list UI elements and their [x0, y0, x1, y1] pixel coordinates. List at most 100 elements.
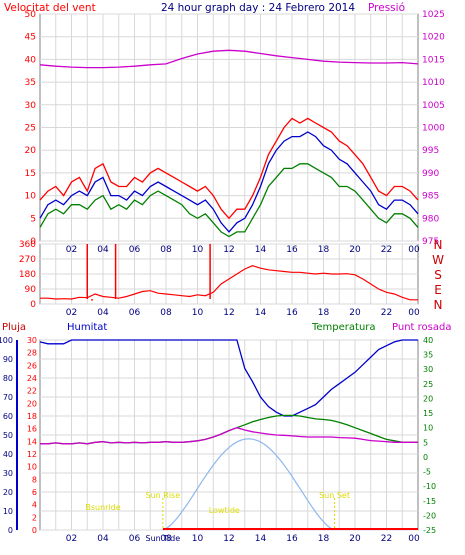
x-tick-label: 14	[255, 534, 267, 544]
pressure-tick: 995	[422, 146, 439, 156]
compass-label: N	[434, 298, 443, 312]
x-tick-label: 16	[286, 534, 298, 544]
x-tick-label: 06	[129, 245, 141, 255]
x-tick-label: 20	[349, 308, 361, 318]
x-tick-label: 16	[286, 308, 298, 318]
wind-speed-tick: 20	[25, 146, 37, 156]
x-tick-label: 14	[255, 308, 267, 318]
humidity-tick: 100	[0, 336, 13, 345]
pressure-tick: 1010	[422, 78, 445, 88]
humidity-tick: 0	[8, 526, 13, 535]
x-tick-label: 10	[192, 308, 204, 318]
humidity-tick: 80	[3, 374, 13, 383]
temperature-tick: 20	[423, 394, 433, 403]
rain-tick: 14	[27, 437, 37, 446]
pressure-tick: 1020	[422, 33, 445, 43]
x-tick-label: 02	[66, 308, 77, 318]
pressure-tick: 1000	[422, 124, 445, 134]
x-tick-label: 04	[97, 245, 109, 255]
pressure-tick: 975	[422, 237, 439, 247]
x-tick-label: 00	[408, 245, 420, 255]
temperature-tick: -15	[423, 497, 436, 506]
wind-speed-tick: 45	[25, 33, 36, 43]
wind-speed-tick: 35	[25, 78, 36, 88]
compass-label: S	[434, 268, 442, 282]
pressure-tick: 1005	[422, 101, 445, 111]
humidity-tick: 40	[3, 450, 13, 459]
temperature-tick: 25	[423, 380, 433, 389]
temperature-tick: -20	[423, 511, 436, 520]
pressure-title: Pressió	[368, 2, 405, 14]
annotation-sun-tide: Sun Tide	[146, 534, 181, 543]
series-line	[39, 117, 419, 220]
rain-tick: 22	[27, 387, 37, 396]
rain-tick: 30	[27, 336, 37, 345]
temperature-tick: -25	[423, 526, 436, 535]
rain-tick: 0	[32, 526, 37, 535]
x-tick-label: 14	[255, 245, 267, 255]
x-tick-label: 02	[66, 245, 77, 255]
x-tick-label: 20	[349, 245, 361, 255]
x-tick-label: 04	[97, 534, 109, 544]
grid-lines	[40, 13, 418, 531]
humidity-tick: 70	[3, 393, 13, 402]
x-tick-label: 00	[408, 534, 420, 544]
humidity-tick: 10	[3, 507, 13, 516]
rain-tick: 12	[27, 450, 37, 459]
series-line	[40, 427, 418, 445]
pressure-tick: 1025	[422, 10, 445, 20]
x-tick-label: 02	[66, 534, 77, 544]
x-tick-label: 22	[381, 308, 392, 318]
rain-tick: 26	[27, 361, 37, 370]
pressure-tick: 985	[422, 192, 439, 202]
wind-speed-tick: 50	[25, 10, 37, 20]
x-tick-label: 08	[160, 534, 172, 544]
compass-label: E	[434, 283, 442, 297]
direction-tick: 0	[30, 300, 36, 310]
solar-curve	[162, 438, 333, 531]
x-tick-label: 12	[223, 245, 234, 255]
x-tick-label: 10	[192, 534, 204, 544]
x-tick-label: 06	[129, 308, 141, 318]
direction-tick: 180	[19, 270, 36, 280]
series-line	[39, 49, 419, 69]
humidity-tick: 30	[3, 469, 13, 478]
temperature-tick: 15	[423, 409, 433, 418]
rain-tick: 4	[32, 501, 37, 510]
compass-label: N	[434, 238, 443, 252]
series-line	[39, 131, 419, 233]
chart-series	[39, 49, 419, 531]
rain-tick: 16	[27, 425, 37, 434]
annotation-sunrise: Sun Rise	[146, 491, 181, 500]
series-line	[39, 163, 419, 238]
temperature-tick: 40	[423, 336, 433, 345]
wind-speed-title: Velocitat del vent	[4, 2, 96, 14]
temperature-tick: 0	[423, 453, 428, 462]
humidity-tick: 20	[3, 488, 13, 497]
x-tick-label: 10	[192, 245, 204, 255]
rain-tick: 24	[27, 374, 37, 383]
direction-tick: 270	[19, 255, 36, 265]
x-tick-label: 12	[223, 308, 234, 318]
wind-speed-tick: 15	[25, 169, 36, 179]
wind-speed-tick: 25	[25, 124, 36, 134]
rain-label: Pluja	[2, 322, 26, 333]
temperature-tick: -5	[423, 468, 431, 477]
temperature-tick: -10	[423, 482, 436, 491]
pressure-tick: 1015	[422, 55, 445, 65]
graph-date-title: 24 hour graph day : 24 Febrero 2014	[161, 2, 355, 14]
pressure-tick: 980	[422, 214, 439, 224]
x-tick-label: 18	[318, 534, 330, 544]
temperature-label: Temperatura	[311, 322, 376, 333]
rain-tick: 10	[27, 463, 37, 472]
axis-labels: 0510152025303540455097598098599099510001…	[0, 10, 445, 544]
temperature-tick: 35	[423, 351, 433, 360]
annotation-low-tide: Lowtide	[209, 506, 240, 515]
humidity-tick: 50	[3, 431, 13, 440]
direction-tick: 90	[25, 285, 37, 295]
x-tick-label: 12	[223, 534, 234, 544]
rain-tick: 8	[32, 475, 37, 484]
wind-speed-tick: 30	[25, 101, 37, 111]
